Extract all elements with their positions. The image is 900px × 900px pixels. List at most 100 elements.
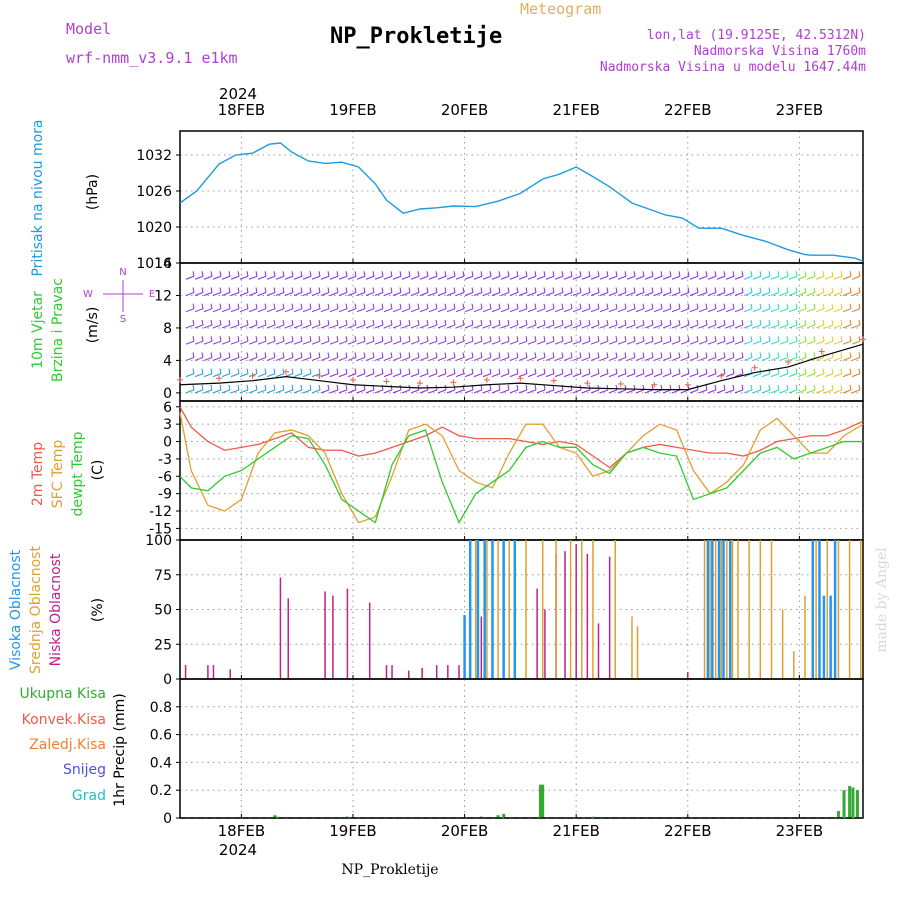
wind-barb-flag [201,352,204,358]
precip-bar [836,811,840,818]
wind-barb-flag [777,384,780,390]
wind-barb [473,389,483,394]
wind-barb [707,340,717,345]
wind-barb [617,292,627,296]
wind-barb-flag [345,271,348,277]
wind-barb-flag [210,319,213,326]
y-tick-label: 25 [154,637,172,653]
wind-barb-flag [318,303,321,309]
wind-barb-flag [264,336,267,342]
wind-barb [257,308,267,313]
wind-barb [590,389,600,394]
wind-barb [302,356,312,361]
wind-barb [779,340,789,345]
wind-barb [356,340,366,345]
wind-barb [644,324,654,329]
wind-barb-flag [660,352,663,358]
wind-barb [842,389,852,394]
wind-barb-flag [201,287,204,293]
wind-barb [320,324,330,329]
wind-barb [329,308,339,313]
wind-barb [428,324,438,329]
wind-barb [437,308,447,313]
wind-barb-flag [606,352,609,358]
wind-barb-flag [381,352,384,358]
wind-barb [392,275,402,280]
wind-barb-flag [363,368,366,374]
wind-barb-flag [543,384,546,390]
wind-barb-flag [741,368,744,374]
wind-barb-flag [426,271,429,277]
wind-barb [617,340,627,345]
wind-barb-flag [318,352,321,358]
wind-barb [527,356,537,361]
wind-barb [212,340,222,345]
wind-barb [725,292,735,296]
wind-barb [707,356,717,361]
wind-barb [518,275,528,280]
wind-barb [230,308,240,313]
wind-barb [320,340,330,345]
wind-barb-flag [813,336,816,342]
wind-barb [599,324,609,329]
wind-barb-flag [705,287,708,293]
wind-barb [788,292,798,296]
chart-panels: 10141020102610320481216-15-12-9-6-303602… [136,130,866,827]
wind-barb-flag [642,336,645,342]
compass-w: W [83,289,93,300]
wind-barb [743,389,753,394]
wind-barb [842,356,852,361]
wind-barb [446,356,456,361]
wind-barb [365,275,375,280]
wind-barb-flag [858,319,861,326]
wind-barb-flag [264,271,267,277]
wind-barb-flag [786,336,789,342]
wind-barb-flag [804,319,807,326]
wind-barb-flag [777,319,780,326]
wind-barb-flag [678,303,681,309]
wind-barb [806,308,816,313]
wind-barb-flag [498,287,501,293]
wind-barb [635,275,645,280]
wind-barb-flag [561,352,564,358]
wind-barb-flag [498,352,501,358]
wind-barb [365,373,375,378]
wind-barb [716,292,726,296]
wind-barb [482,292,492,296]
wind-barb-flag [579,319,582,326]
wind-barb-flag [543,319,546,326]
wind-barb-flag [687,319,690,326]
wind-barb-flag [201,336,204,342]
wind-barb [491,356,501,361]
wind-barb [788,389,798,394]
wind-barb [311,356,321,361]
wind-barb-flag [372,336,375,342]
wind-barb [320,275,330,280]
wind-barb [275,292,285,296]
wind-barb-flag [363,319,366,326]
wind-barb [662,292,672,296]
wind-barb-flag [273,287,276,293]
wind-barb [572,389,582,394]
wind-barb [590,292,600,296]
wind-barb-flag [255,384,258,390]
wind-barb [680,324,690,329]
wind-barb [248,275,258,280]
wind-barb [833,308,843,313]
wind-barb-flag [804,287,807,293]
wind-barb [419,275,429,280]
wind-barb [401,340,411,345]
wind-barb-flag [480,319,483,326]
wind-barb-flag [795,271,798,277]
wind-barb [590,356,600,361]
wind-barb-flag [588,287,591,293]
wind-barb [608,275,618,280]
wind-barb [779,389,789,394]
wind-barb-flag [273,384,276,390]
wind-barb [455,356,465,361]
wind-barb [221,275,231,280]
wind-barb-flag [849,336,852,342]
wind-barb [644,340,654,345]
wind-barb-flag [768,352,771,358]
wind-barb-flag [687,336,690,342]
